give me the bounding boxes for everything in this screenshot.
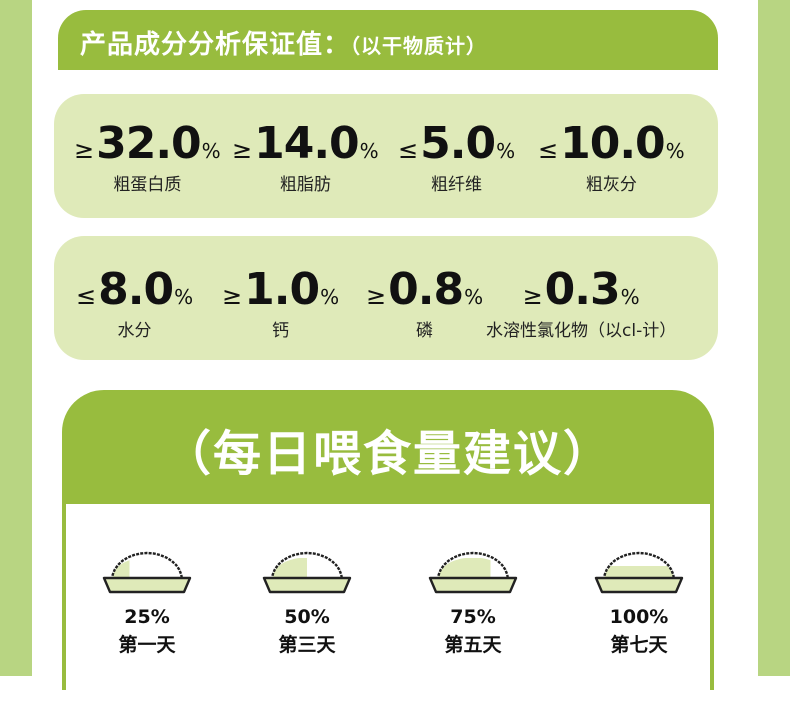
nutrient-fat: ≥14.0% 粗脂肪 (232, 122, 379, 196)
nutrient-unit: % (464, 285, 484, 309)
nutrient-unit: % (201, 139, 221, 163)
nutrient-phosphorus: ≥0.8% 磷 (366, 268, 484, 342)
nutrient-value: 14.0 (254, 118, 360, 169)
nutrient-moisture: ≤8.0% 水分 (76, 268, 194, 342)
nutrient-value: 1.0 (244, 264, 320, 315)
feeding-percent: 100% (609, 606, 669, 628)
feeding-item: 50% 第三天 (252, 540, 362, 657)
nutrient-value: 8.0 (98, 264, 174, 315)
nutrient-value: 0.3 (544, 264, 621, 315)
nutrient-label: 粗灰分 (585, 175, 637, 195)
nutrient-unit: % (620, 285, 640, 309)
nutrient-symbol: ≥ (222, 282, 243, 310)
bowl-fill-level (604, 566, 674, 580)
analysis-title: 产品成分分析保证值：（以干物质计） (80, 24, 487, 61)
nutrient-value: 0.8 (388, 264, 464, 315)
bowl-fill-level (438, 558, 491, 580)
nutrient-label: 水分 (117, 321, 152, 341)
nutrient-value: 10.0 (560, 118, 666, 169)
nutrient-symbol: ≤ (398, 136, 419, 164)
nutrient-symbol: ≤ (76, 282, 97, 310)
food-bowl-icon (262, 551, 352, 594)
feeding-card: （每日喂食量建议） 25% 第一天 50% 第三天 75% 第五天 100% 第… (62, 390, 714, 704)
food-bowl-icon (102, 551, 192, 594)
nutrient-ash: ≤10.0% 粗灰分 (538, 122, 685, 196)
nutrient-label: 粗脂肪 (279, 175, 331, 195)
feeding-content: 25% 第一天 50% 第三天 75% 第五天 100% 第七天 (66, 504, 710, 704)
nutrient-unit: % (359, 139, 379, 163)
nutrient-panel-2: ≤8.0% 水分 ≥1.0% 钙 ≥0.8% 磷 ≥0.3% 水溶性氯化物（以c… (54, 236, 718, 360)
nutrient-symbol: ≥ (232, 136, 253, 164)
feeding-percent: 75% (450, 606, 496, 628)
food-bowl-icon (594, 551, 684, 594)
nutrient-label: 磷 (416, 321, 434, 341)
nutrient-symbol: ≥ (366, 282, 387, 310)
nutrient-symbol: ≥ (74, 136, 95, 164)
feeding-item: 25% 第一天 (92, 540, 202, 657)
nutrient-label: 水溶性氯化物（以cl-计） (486, 321, 677, 341)
nutrient-calcium: ≥1.0% 钙 (222, 268, 340, 342)
nutrient-label: 粗蛋白质 (113, 175, 182, 195)
feeding-percent: 25% (124, 606, 170, 628)
feeding-item: 100% 第七天 (584, 540, 694, 657)
nutrient-label: 钙 (272, 321, 290, 341)
feeding-item: 75% 第五天 (418, 540, 528, 657)
right-border (758, 0, 790, 676)
nutrient-panel-1: ≥32.0% 粗蛋白质 ≥14.0% 粗脂肪 ≤5.0% 粗纤维 ≤10.0% … (54, 94, 718, 218)
nutrient-unit: % (174, 285, 194, 309)
nutrient-symbol: ≥ (522, 282, 543, 310)
feeding-day: 第三天 (278, 634, 336, 656)
analysis-title-bar: 产品成分分析保证值：（以干物质计） (58, 10, 718, 70)
feeding-day: 第五天 (444, 634, 502, 656)
nutrient-value: 32.0 (96, 118, 202, 169)
nutrient-value: 5.0 (420, 118, 496, 169)
nutrient-label: 粗纤维 (431, 175, 483, 195)
nutrient-protein: ≥32.0% 粗蛋白质 (74, 122, 221, 196)
nutrient-unit: % (665, 139, 685, 163)
left-border (0, 0, 32, 676)
analysis-title-sub: （以干物质计） (350, 34, 488, 58)
nutrient-unit: % (320, 285, 340, 309)
nutrient-chloride: ≥0.3% 水溶性氯化物（以cl-计） (486, 268, 677, 342)
feeding-day: 第一天 (118, 634, 176, 656)
nutrient-fiber: ≤5.0% 粗纤维 (398, 122, 516, 196)
nutrient-symbol: ≤ (538, 136, 559, 164)
nutrient-unit: % (496, 139, 516, 163)
feeding-title: （每日喂食量建议） (162, 426, 613, 482)
feeding-percent: 50% (284, 606, 330, 628)
feeding-day: 第七天 (610, 634, 668, 656)
analysis-title-main: 产品成分分析保证值： (80, 30, 351, 60)
food-bowl-icon (428, 551, 518, 594)
